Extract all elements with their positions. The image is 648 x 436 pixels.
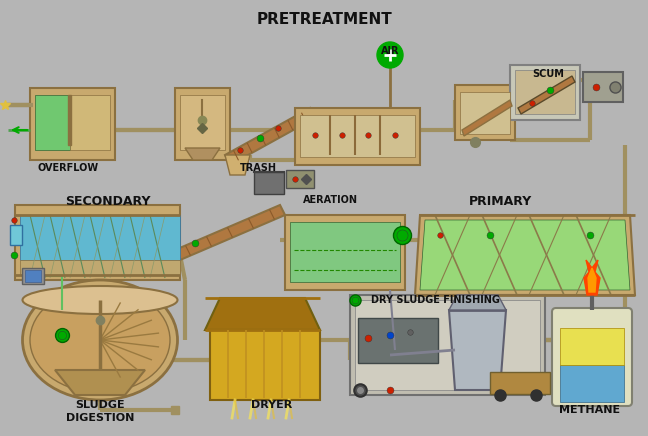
Text: METHANE: METHANE [559, 405, 621, 415]
Polygon shape [462, 100, 512, 136]
Bar [358, 318, 438, 363]
Bar [180, 95, 225, 150]
Ellipse shape [30, 287, 170, 392]
Polygon shape [449, 310, 506, 390]
Polygon shape [415, 215, 635, 295]
Bar [175, 88, 230, 160]
Text: SCUM: SCUM [532, 69, 564, 79]
Text: AERATION: AERATION [303, 195, 358, 205]
Bar [286, 170, 314, 188]
Polygon shape [420, 220, 630, 290]
Bar [560, 328, 624, 365]
Polygon shape [55, 370, 145, 395]
Bar [510, 65, 580, 120]
Polygon shape [175, 205, 285, 260]
Bar [290, 222, 400, 282]
Bar [70, 95, 110, 150]
Text: PRETREATMENT: PRETREATMENT [256, 12, 392, 27]
Polygon shape [584, 260, 600, 295]
Text: DRY SLUDGE FINISHING: DRY SLUDGE FINISHING [371, 295, 500, 305]
Text: SECONDARY: SECONDARY [65, 195, 151, 208]
Bar [560, 365, 624, 402]
Bar [20, 215, 180, 260]
Text: PRIMARY: PRIMARY [469, 195, 531, 208]
Ellipse shape [23, 280, 178, 400]
Polygon shape [225, 108, 315, 165]
Bar [25, 270, 41, 282]
Bar [30, 88, 115, 160]
Bar [285, 215, 405, 290]
Ellipse shape [23, 286, 178, 314]
Bar [583, 72, 623, 102]
Text: OVERFLOW: OVERFLOW [38, 163, 98, 173]
Bar [20, 260, 180, 275]
Text: DIGESTION: DIGESTION [66, 413, 134, 423]
Bar [355, 300, 540, 390]
Bar [295, 108, 420, 165]
Bar [10, 225, 22, 245]
Text: DRYER: DRYER [251, 400, 293, 410]
Polygon shape [588, 268, 596, 292]
Text: AIR: AIR [381, 46, 399, 56]
Bar [350, 295, 545, 395]
Text: SLUDGE: SLUDGE [75, 400, 125, 410]
Polygon shape [518, 76, 575, 114]
Bar [22, 268, 44, 284]
Bar [460, 92, 510, 134]
FancyBboxPatch shape [552, 308, 632, 406]
Polygon shape [449, 295, 506, 310]
Bar [35, 95, 70, 150]
Bar [490, 372, 550, 394]
Bar [68, 95, 71, 145]
Polygon shape [225, 155, 250, 175]
Text: TRASH: TRASH [240, 163, 277, 173]
Bar [455, 85, 515, 140]
Bar [15, 205, 180, 280]
Bar [300, 115, 415, 157]
Bar [515, 70, 575, 114]
Polygon shape [205, 298, 320, 330]
Polygon shape [185, 148, 220, 160]
Circle shape [377, 42, 403, 68]
Bar [210, 330, 320, 400]
Bar [254, 172, 284, 194]
